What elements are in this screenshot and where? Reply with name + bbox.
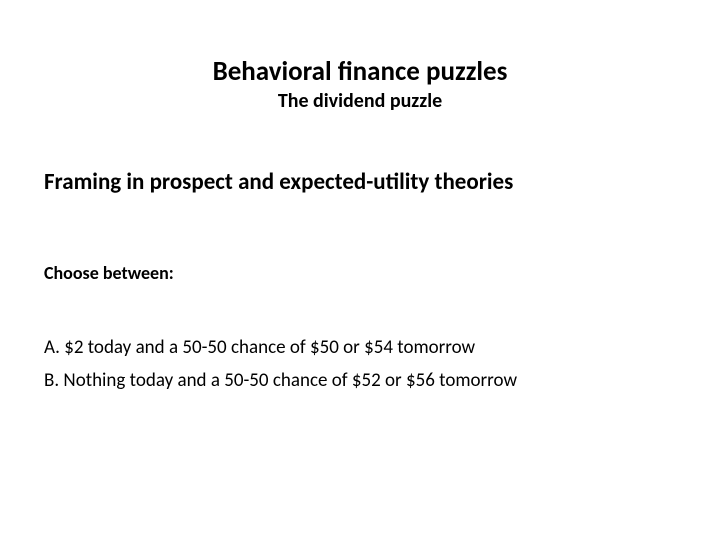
slide-subtitle: The dividend puzzle (0, 89, 720, 114)
option-b: B. Nothing today and a 50-50 chance of $… (44, 367, 517, 396)
options-block: A. $2 today and a 50-50 chance of $50 or… (44, 334, 517, 399)
option-a: A. $2 today and a 50-50 chance of $50 or… (44, 334, 517, 363)
slide-title: Behavioral finance puzzles (0, 56, 720, 87)
choose-prompt: Choose between: (44, 262, 174, 284)
section-heading: Framing in prospect and expected-utility… (44, 168, 513, 196)
slide: Behavioral finance puzzles The dividend … (0, 0, 720, 540)
title-block: Behavioral finance puzzles The dividend … (0, 56, 720, 114)
